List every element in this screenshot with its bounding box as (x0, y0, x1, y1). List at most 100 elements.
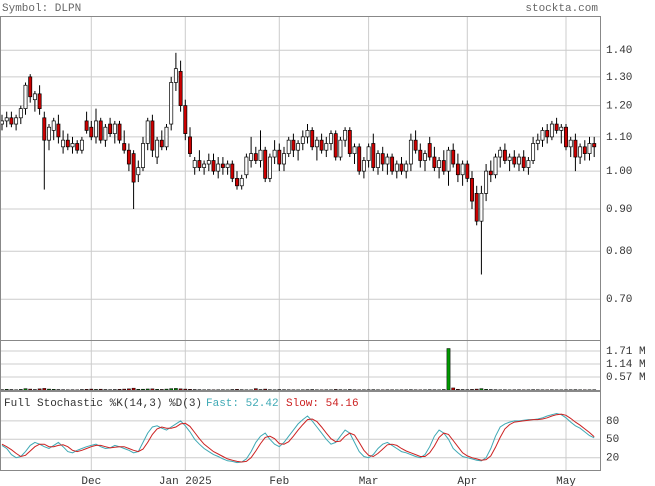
y-tick-label: 1.14 M (606, 359, 646, 371)
volume-bar (18, 389, 23, 391)
candle-body (159, 139, 164, 148)
y-tick-label: 50 (606, 434, 619, 446)
volume-bar (94, 389, 98, 391)
candle-body (338, 139, 343, 158)
candle-body (178, 71, 183, 106)
candle-body (291, 139, 296, 151)
volume-bar (150, 388, 155, 391)
volume-bar (84, 389, 89, 391)
candle-body (408, 139, 413, 165)
candle-body (427, 143, 432, 158)
volume-bar (136, 389, 141, 391)
volume-bar (47, 388, 51, 391)
volume-bar (235, 389, 239, 391)
volume-bar (446, 348, 451, 391)
x-tick-label: Dec (81, 476, 101, 486)
candle-body (267, 156, 272, 179)
volume-bar (479, 388, 484, 391)
volume-bar (145, 388, 150, 391)
candle-body (263, 149, 268, 179)
candle-body (145, 120, 150, 144)
candle-body (493, 156, 498, 176)
candle-body (188, 136, 192, 154)
candle-body (535, 139, 540, 144)
candle-body (37, 93, 42, 109)
candle-body (98, 120, 103, 141)
volume-bar (42, 388, 47, 391)
candle-body (32, 93, 37, 101)
candle-body (126, 149, 131, 165)
candle-body (347, 130, 352, 154)
candle-body (517, 156, 521, 165)
candle-body (211, 160, 216, 172)
candle-body (554, 123, 559, 131)
candle-body (361, 160, 366, 172)
candle-body (549, 123, 554, 138)
candle-body (310, 130, 315, 148)
candle-body (437, 160, 442, 168)
candle-body (531, 143, 536, 161)
candle-body (394, 163, 399, 172)
candle-body (418, 149, 423, 161)
candle-body (376, 153, 380, 168)
candle-body (18, 108, 23, 119)
candle-body (573, 139, 578, 158)
volume-bar (470, 389, 474, 391)
candle-body (225, 163, 230, 168)
volume-bar (28, 388, 33, 391)
candle-body (253, 153, 258, 161)
volume-bar (23, 388, 28, 391)
candle-body (498, 149, 503, 158)
candle-body (479, 193, 484, 222)
stochastic-panel (0, 391, 601, 471)
candle-body (117, 123, 122, 141)
candle-body (455, 163, 460, 176)
candle-body (592, 143, 597, 148)
candle-body (277, 149, 282, 165)
y-tick-label: 1.10 (606, 132, 632, 144)
legend-entry: Fast: 52.42 (206, 398, 279, 410)
candle-body (272, 149, 277, 158)
volume-bar (127, 388, 131, 391)
y-tick-label: 80 (606, 416, 619, 428)
y-tick-label: 20 (606, 453, 619, 465)
candle-body (28, 76, 33, 98)
candle-body (51, 120, 56, 131)
candle-body (202, 163, 207, 168)
candle-body (79, 139, 84, 151)
candle-body (150, 120, 155, 151)
candle-body (578, 146, 583, 158)
candle-body (164, 126, 169, 148)
candle-body (502, 149, 507, 161)
candle-body (314, 139, 319, 148)
candle-body (220, 163, 225, 168)
y-tick-label: 0.57 M (606, 372, 646, 384)
volume-bar (253, 388, 258, 391)
candle-body (488, 170, 493, 176)
candle-body (173, 68, 178, 83)
volume-bar (122, 388, 127, 391)
candle-body (84, 120, 89, 131)
candle-body (169, 82, 174, 125)
candle-body (559, 126, 564, 131)
candle-body (352, 146, 357, 154)
volume-bar (141, 388, 145, 391)
candle-body (47, 126, 51, 141)
candle-body (103, 126, 108, 141)
stochastic-line (1, 412, 595, 464)
x-tick-label: May (556, 476, 576, 486)
volume-bar (37, 388, 42, 391)
candle-body (89, 126, 94, 138)
candle-body (329, 133, 333, 144)
y-tick-label: 1.40 (606, 45, 632, 57)
candle-body (526, 160, 531, 168)
candle-body (507, 156, 512, 161)
candle-body (206, 160, 211, 165)
candle-body (460, 163, 465, 176)
y-tick-label: 0.80 (606, 246, 632, 258)
x-tick-label: Apr (457, 476, 477, 486)
candle-body (540, 130, 545, 141)
candle-body (216, 163, 221, 172)
